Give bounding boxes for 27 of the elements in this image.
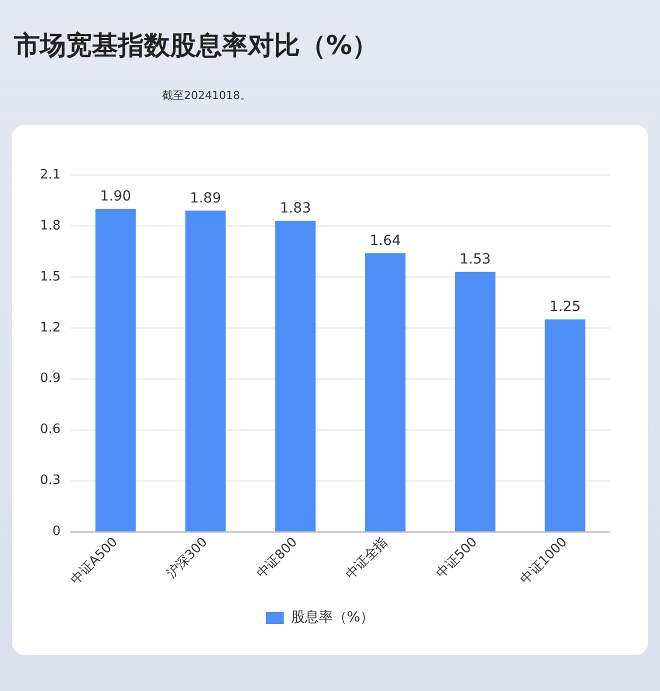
data-label: 1.89 <box>190 190 222 206</box>
bar <box>95 208 136 532</box>
y-tick-label: 0 <box>52 524 61 540</box>
x-tick-label: 中证800 <box>254 534 301 582</box>
x-tick-label: 中证全指 <box>343 534 390 582</box>
x-tick-label: 沪深300 <box>163 534 211 582</box>
bar <box>275 220 316 532</box>
x-tick-label: 中证500 <box>434 534 480 582</box>
y-tick-label: 2.1 <box>40 167 61 182</box>
data-label: 1.90 <box>100 188 132 205</box>
y-tick-label: 0.6 <box>40 422 61 438</box>
bar <box>365 253 406 532</box>
y-tick-label: 0.3 <box>40 473 61 488</box>
y-tick-label: 1.8 <box>40 218 61 234</box>
legend-label: 股息率（%） <box>290 610 374 626</box>
data-label: 1.53 <box>460 251 491 268</box>
y-tick-label: 0.9 <box>40 371 61 386</box>
y-tick-label: 1.5 <box>40 269 61 284</box>
bar <box>544 319 586 532</box>
bar <box>185 210 226 532</box>
y-tick-label: 1.2 <box>40 320 61 336</box>
bar <box>454 272 496 532</box>
text: 截至20241018。 <box>162 88 251 103</box>
chart-title: 市场宽基指数股息率对比（%） <box>14 30 378 63</box>
data-label: 1.64 <box>370 232 401 249</box>
data-label: 1.83 <box>280 200 311 217</box>
data-label: 1.25 <box>549 299 581 316</box>
